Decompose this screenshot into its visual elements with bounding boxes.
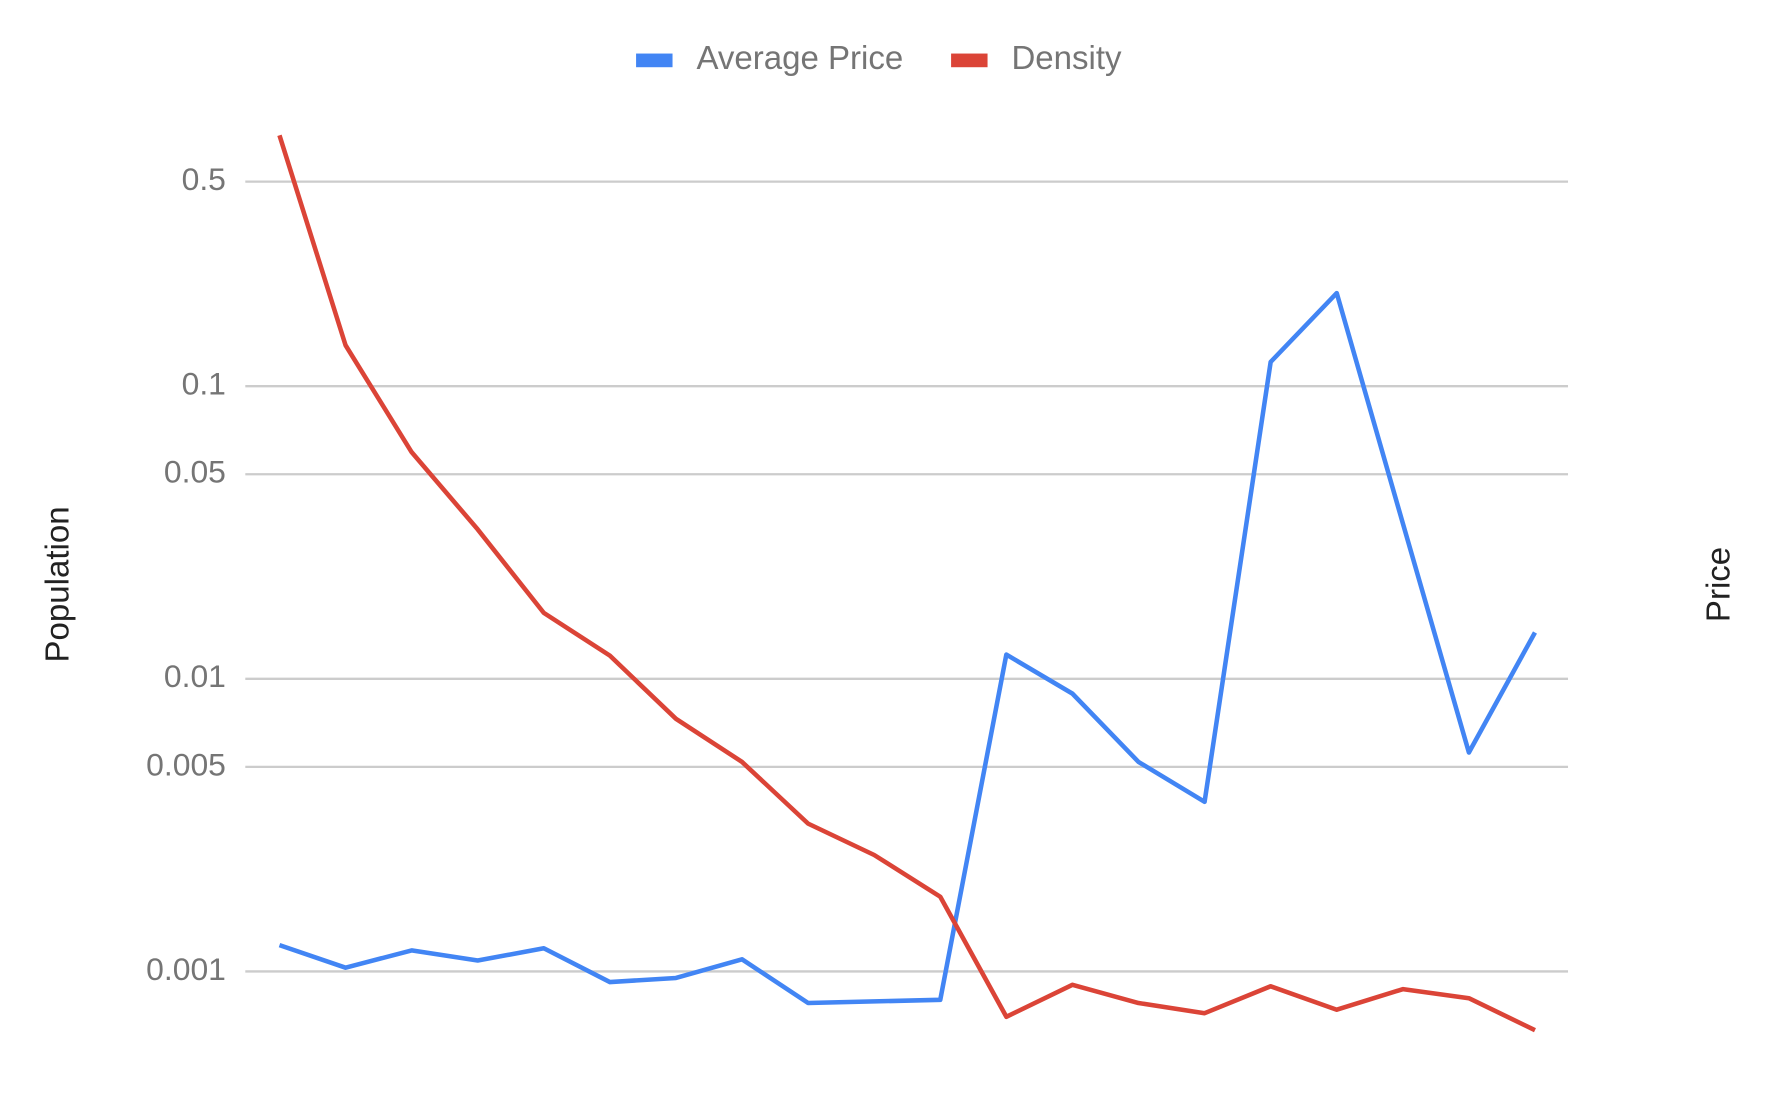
y-axis-title: Population <box>38 506 75 662</box>
legend-label: Density <box>1011 39 1122 76</box>
legend-label: Average Price <box>696 39 903 76</box>
y-tick-label: 0.05 <box>164 454 226 490</box>
y-tick-label: 0.5 <box>182 161 226 197</box>
y-tick-label: 0.005 <box>146 746 226 782</box>
legend-swatch <box>951 53 988 68</box>
line-series <box>278 290 1537 1006</box>
legend-swatch <box>636 53 673 68</box>
y-tick-label: 0.01 <box>164 658 226 694</box>
y2-axis-title: Price <box>1699 547 1736 622</box>
y-tick-label: 0.001 <box>146 951 226 987</box>
line-series <box>277 134 1536 1033</box>
y-tick-label: 0.1 <box>182 366 226 402</box>
